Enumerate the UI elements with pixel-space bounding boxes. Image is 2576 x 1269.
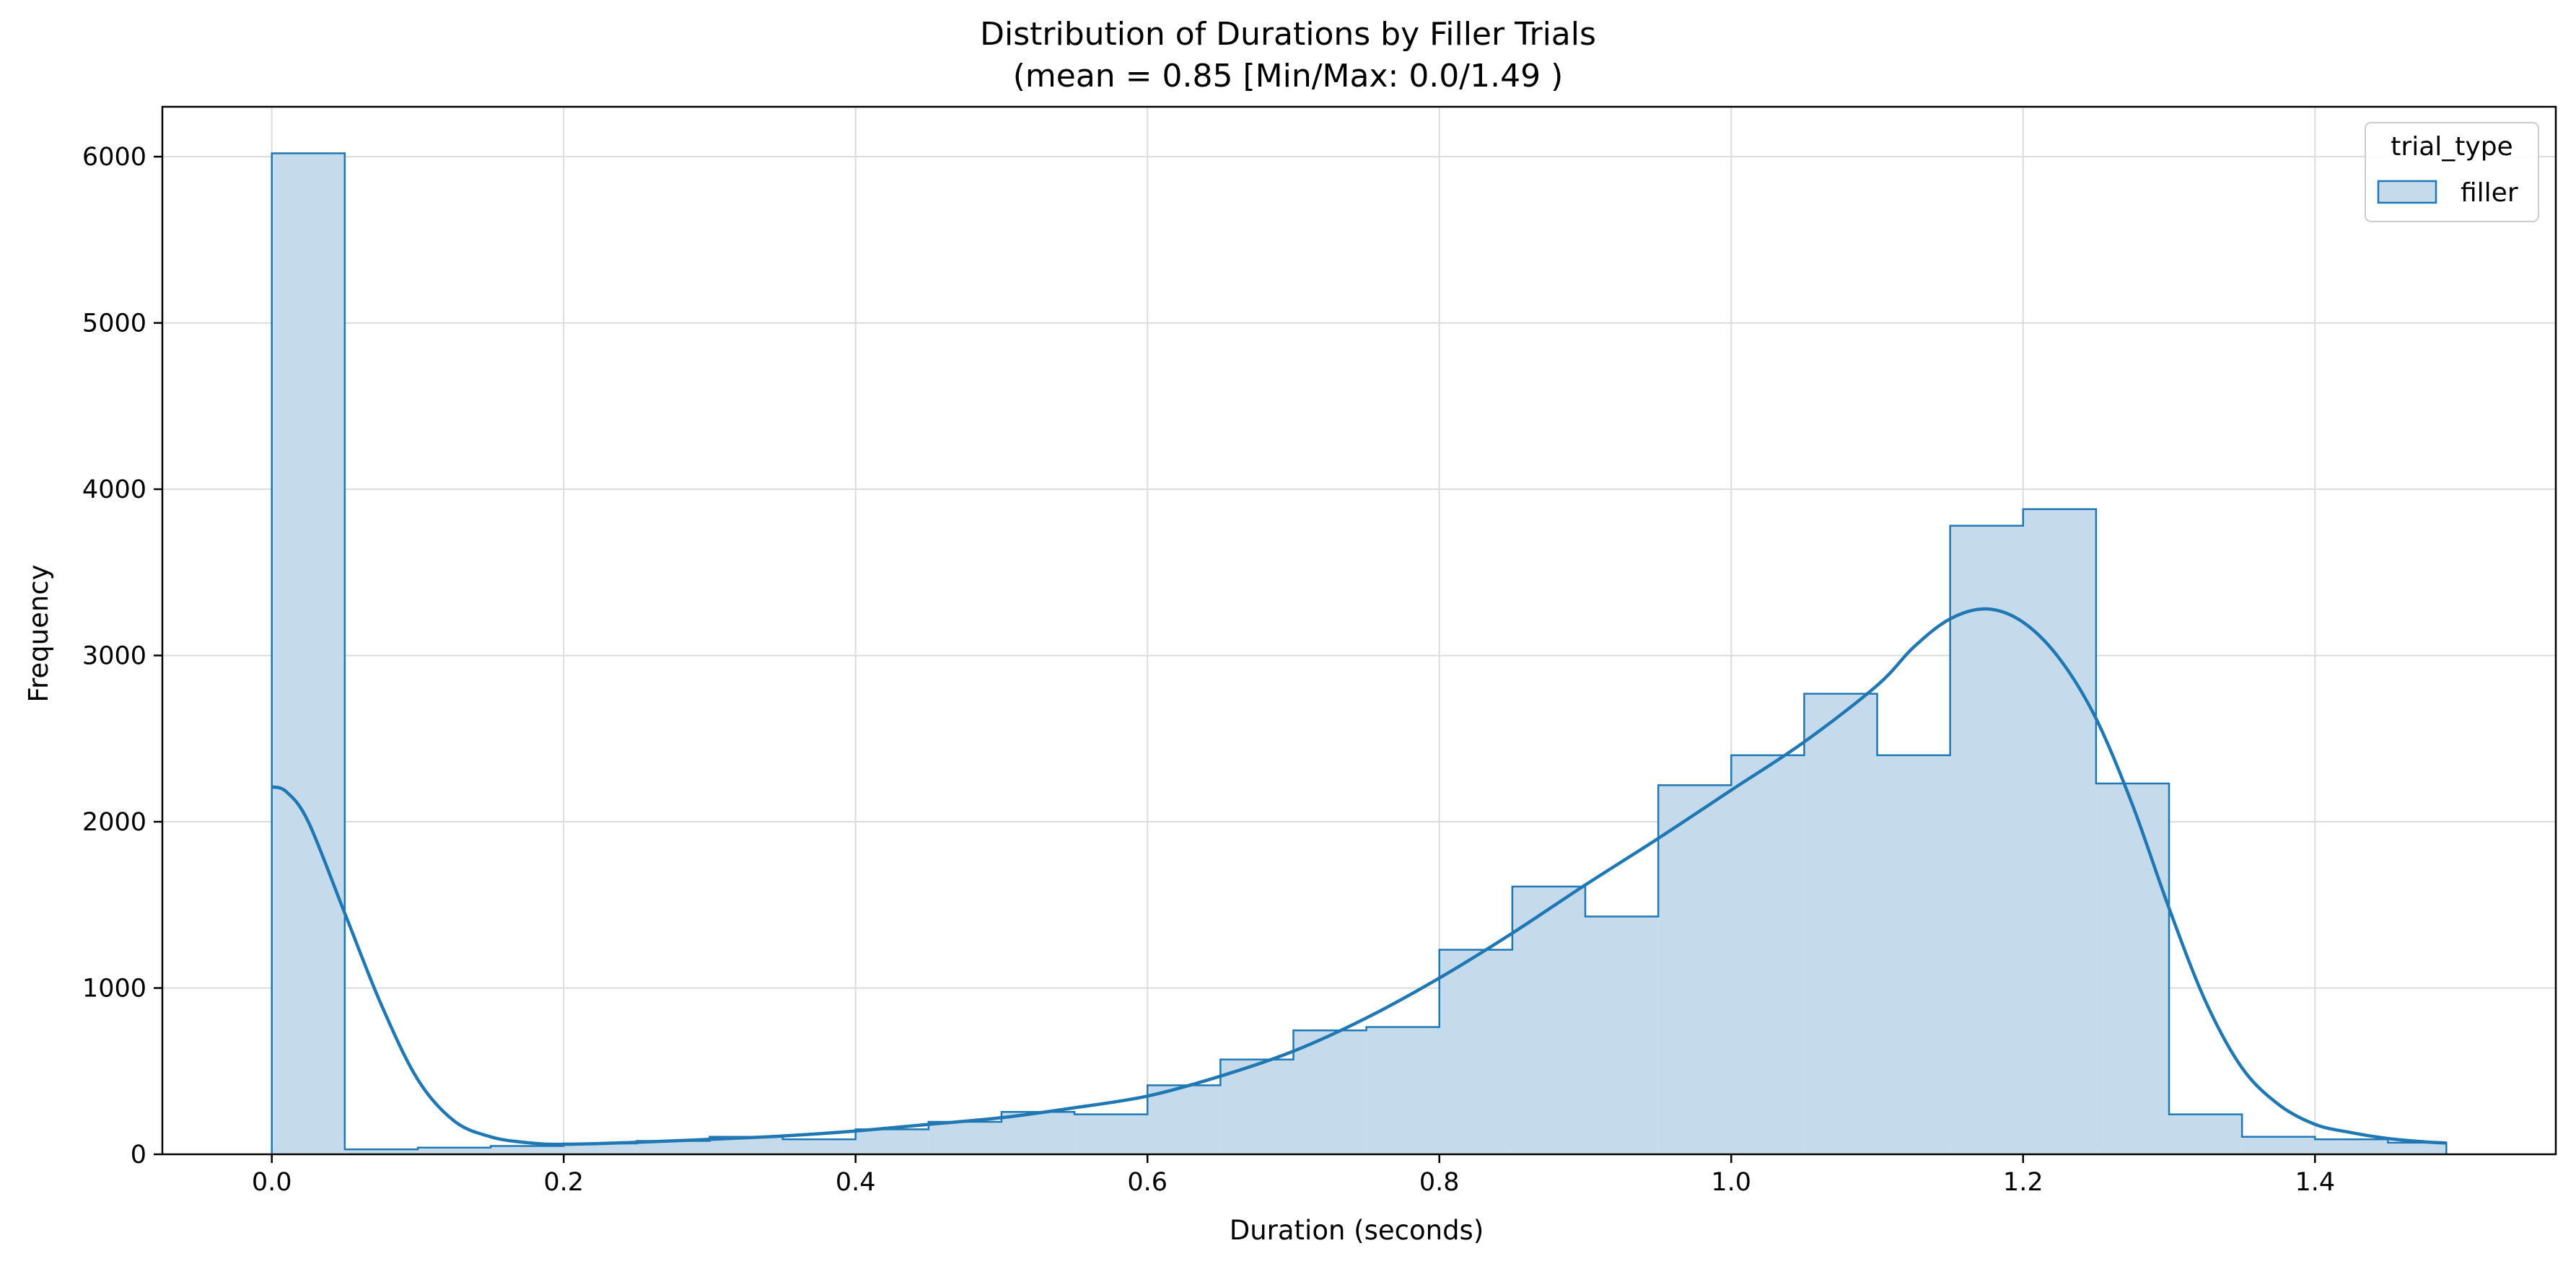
legend-title: trial_type [2391, 132, 2513, 162]
hist-bar-26 [2169, 1114, 2243, 1154]
y-tick-label-1: 1000 [82, 975, 146, 1004]
y-tick-label-0: 0 [131, 1141, 146, 1169]
hist-bar-5 [636, 1141, 710, 1154]
hist-bar-22 [1877, 755, 1950, 1154]
hist-bar-29 [2388, 1142, 2447, 1154]
hist-bar-11 [1074, 1114, 1148, 1154]
x-axis-label: Duration (seconds) [1230, 1215, 1484, 1246]
hist-bar-9 [928, 1122, 1002, 1154]
hist-bar-2 [417, 1147, 491, 1154]
chart-subtitle: (mean = 0.85 [Min/Max: 0.0/1.49 ) [1013, 58, 1564, 95]
plot-frame [161, 105, 2557, 1156]
histogram-bars [271, 152, 2448, 1155]
hist-bar-7 [782, 1139, 856, 1154]
legend: trial_type filler [2365, 122, 2539, 222]
hist-bar-4 [564, 1143, 637, 1154]
y-tick-label-2: 2000 [82, 808, 146, 837]
x-tick-label-1: 0.2 [543, 1168, 584, 1197]
hist-bar-0 [271, 153, 345, 1155]
hist-bar-18 [1585, 916, 1659, 1154]
x-tick-label-5: 1.0 [1711, 1168, 1751, 1197]
hist-bar-24 [2023, 509, 2096, 1154]
x-tick-label-7: 1.4 [2295, 1168, 2335, 1197]
hist-bar-3 [491, 1146, 564, 1154]
hist-bar-27 [2242, 1136, 2316, 1154]
chart-title: Distribution of Durations by Filler Tria… [980, 16, 1596, 53]
x-tick-label-6: 1.2 [2003, 1168, 2043, 1197]
hist-bar-23 [1950, 525, 2023, 1154]
kde-curve [271, 607, 2447, 1146]
kde-line-filler [271, 607, 2447, 1146]
x-tick-label-3: 0.6 [1127, 1168, 1167, 1197]
grid-lines [162, 107, 2556, 1155]
hist-bar-15 [1366, 1027, 1440, 1154]
legend-label-filler: filler [2461, 178, 2518, 208]
hist-bar-14 [1293, 1030, 1367, 1154]
hist-bar-1 [344, 1149, 418, 1154]
y-tick-label-3: 3000 [82, 642, 146, 671]
hist-bar-8 [855, 1129, 929, 1154]
axes [154, 105, 2557, 1163]
x-tick-label-0: 0.0 [252, 1168, 292, 1197]
x-tick-label-2: 0.4 [836, 1168, 876, 1197]
tick-labels: 0.0 0.2 0.4 0.6 0.8 1.0 1.2 1.4 0 1000 2000 3000 400… [82, 143, 2335, 1197]
hist-bar-12 [1147, 1085, 1221, 1154]
legend-swatch-filler [2377, 180, 2437, 204]
y-tick-label-6: 6000 [82, 143, 146, 172]
hist-bar-25 [2095, 783, 2170, 1154]
hist-bar-10 [1001, 1112, 1075, 1154]
hist-bar-13 [1220, 1059, 1294, 1154]
y-tick-label-4: 4000 [82, 475, 146, 504]
hist-bar-16 [1439, 949, 1512, 1154]
hist-bar-17 [1512, 886, 1585, 1154]
y-tick-label-5: 5000 [82, 309, 146, 338]
hist-bar-19 [1658, 785, 1732, 1154]
hist-bar-20 [1731, 755, 1805, 1154]
hist-bar-21 [1804, 693, 1878, 1154]
hist-bar-28 [2315, 1139, 2388, 1154]
x-tick-label-4: 0.8 [1419, 1168, 1460, 1197]
y-axis-label: Frequency [23, 564, 54, 702]
